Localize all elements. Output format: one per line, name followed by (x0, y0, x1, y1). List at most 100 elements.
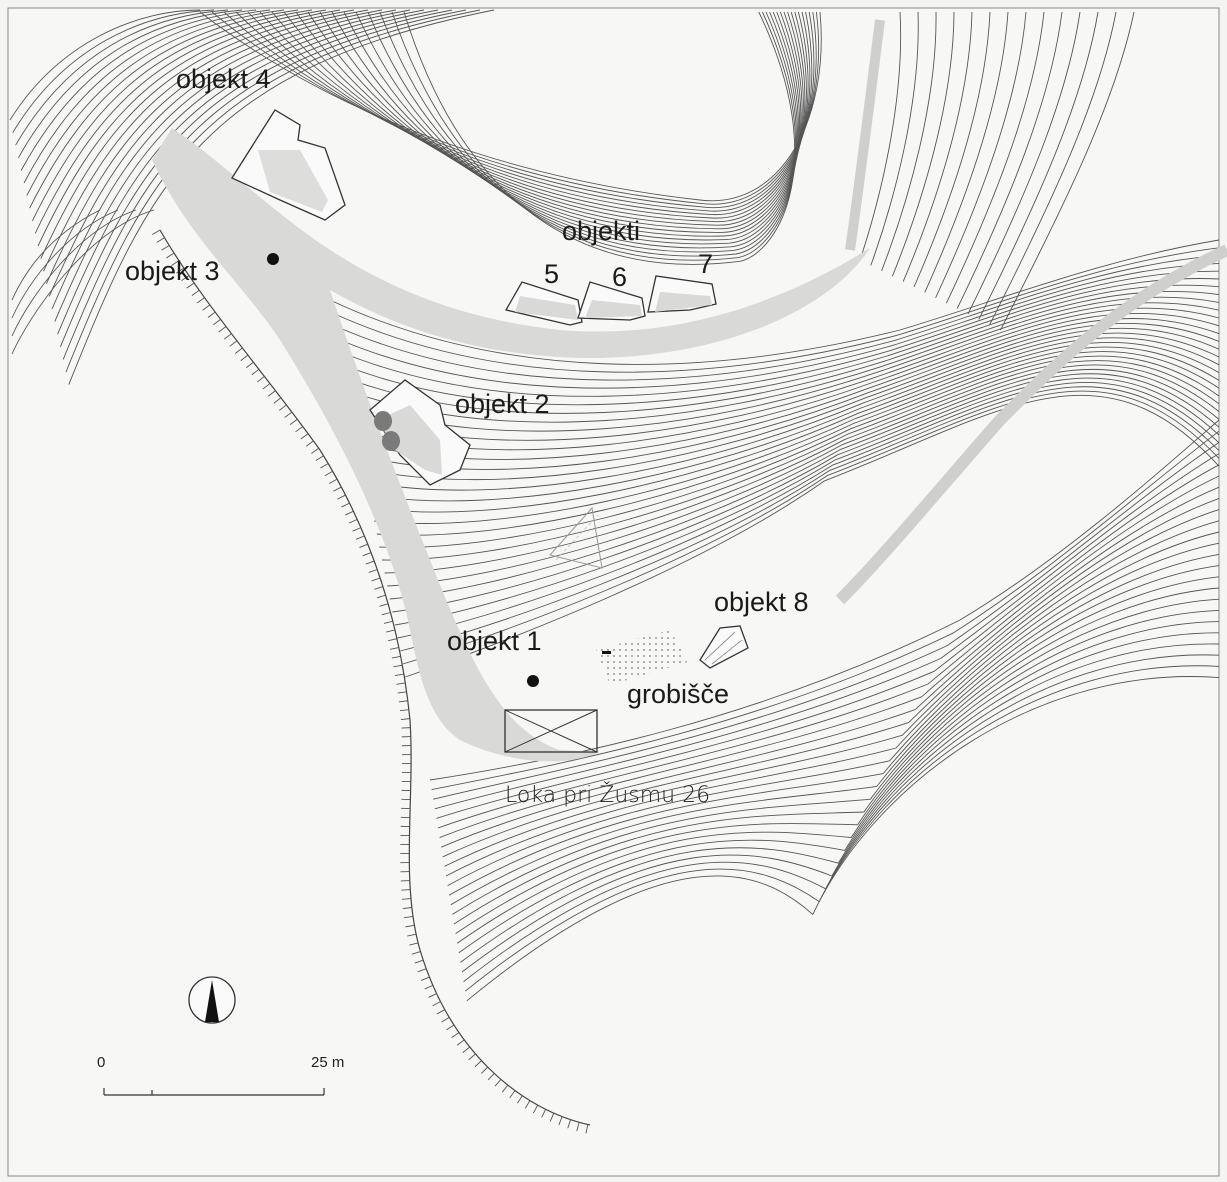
contour-line (859, 11, 902, 261)
escarpment-tick (251, 368, 260, 376)
contour-line (374, 342, 1220, 524)
escarpment-tick (273, 397, 282, 404)
escarpment-tick (524, 1100, 531, 1109)
contour-line (62, 9, 467, 360)
escarpment-tick (345, 510, 354, 516)
scale-bar: 0 25 m (97, 1054, 344, 1096)
contour-line (891, 11, 955, 277)
contour-line (402, 390, 1220, 665)
escarpment-tick (295, 426, 304, 433)
contour-line (403, 11, 796, 265)
escarpment-tick (229, 340, 238, 347)
terrace-path (152, 128, 870, 762)
contour-line (11, 209, 119, 319)
contour-line (343, 11, 800, 245)
contour-line (445, 531, 1220, 877)
contour-line (455, 598, 1220, 934)
escarpment-tick (402, 907, 412, 909)
road (835, 244, 1227, 605)
objekt-4-building (231, 109, 346, 221)
escarpment-tick (409, 942, 419, 946)
objekti-5-building (505, 281, 583, 326)
contour-line (18, 9, 243, 159)
label-objekt-3: objekt 3 (125, 256, 220, 286)
escarpment-line (159, 229, 591, 1126)
escarpment-tick (348, 518, 358, 524)
escarpment-tick (509, 1090, 516, 1099)
escarpment-tick (446, 1024, 455, 1031)
escarpment-tick (432, 1001, 441, 1007)
escarpment-tick (341, 502, 350, 508)
contour-line (9, 9, 201, 121)
contour-line (392, 373, 1220, 613)
objekt-2-building (369, 379, 471, 486)
escarpment-tick (411, 951, 421, 955)
escarpment-tick (246, 361, 254, 369)
contour-line (29, 9, 299, 209)
escarpment-tick (362, 552, 372, 557)
escarpment-tick (289, 418, 298, 426)
contour-line (48, 9, 397, 297)
escarpment-tick (400, 718, 410, 720)
escarpment-tick (389, 647, 399, 650)
escarpment-tick (284, 411, 293, 418)
contour-line (15, 9, 229, 146)
scale-zero-label: 0 (97, 1054, 105, 1071)
contour-line (319, 11, 803, 237)
contour-line (350, 296, 1220, 432)
escarpment-tick (359, 543, 368, 548)
escarpment-tick (441, 1016, 450, 1023)
contour-line (376, 346, 1220, 536)
contour-line (379, 11, 797, 257)
contour-line (23, 9, 271, 184)
objekti-7-building (647, 275, 717, 313)
escarpment-tick (151, 229, 161, 235)
escarpment-tick (451, 1032, 460, 1039)
contour-line (452, 576, 1220, 915)
contour-line (437, 475, 1220, 829)
contour-lines (9, 9, 1220, 1002)
escarpment-tick (481, 1066, 489, 1074)
escarpment-tick (240, 354, 249, 361)
label-objekt-1: objekt 1 (447, 626, 542, 656)
contour-line (37, 9, 341, 247)
contour-line (355, 307, 1220, 451)
escarpment-tick (279, 404, 287, 411)
escarpment-tick (398, 700, 408, 703)
contour-line (442, 509, 1220, 858)
escarpment-tick (417, 968, 427, 973)
contour-line (12, 9, 215, 133)
contour-line (870, 11, 919, 266)
contour-line (353, 302, 1220, 441)
escarpment-tick (516, 1095, 523, 1104)
escarpment-tick (501, 1084, 509, 1093)
escarpment-tick (161, 245, 170, 251)
escarpment-hatching (151, 229, 589, 1134)
escarpment-tick (320, 463, 329, 469)
escarpment-tick (300, 433, 309, 440)
contour-line (433, 442, 1220, 800)
label-objekti: objekti (562, 216, 640, 246)
contour-line (391, 11, 796, 261)
contour-line (68, 9, 495, 385)
escarpment-tick (420, 976, 430, 981)
contour-line (381, 355, 1220, 561)
label-objekt-7-number: 7 (698, 249, 713, 279)
contour-line (371, 337, 1220, 513)
escarpment-tick (202, 304, 211, 311)
escarpment-tick (223, 333, 232, 340)
escarpment-tick (333, 486, 342, 492)
contour-line (11, 209, 137, 337)
label-objekt-2: objekt 2 (455, 389, 550, 419)
contour-line (335, 255, 1220, 381)
escarpment-tick (388, 638, 398, 642)
escarpment-tick (268, 390, 276, 397)
escarpment-tick (383, 620, 393, 624)
contour-line (329, 239, 1220, 365)
escarpment-tick (376, 594, 386, 599)
contour-line (54, 9, 425, 322)
escarpment-tick (191, 289, 200, 296)
contour-line (444, 520, 1220, 867)
escarpment-tick (328, 478, 338, 484)
contour-line (51, 9, 411, 310)
